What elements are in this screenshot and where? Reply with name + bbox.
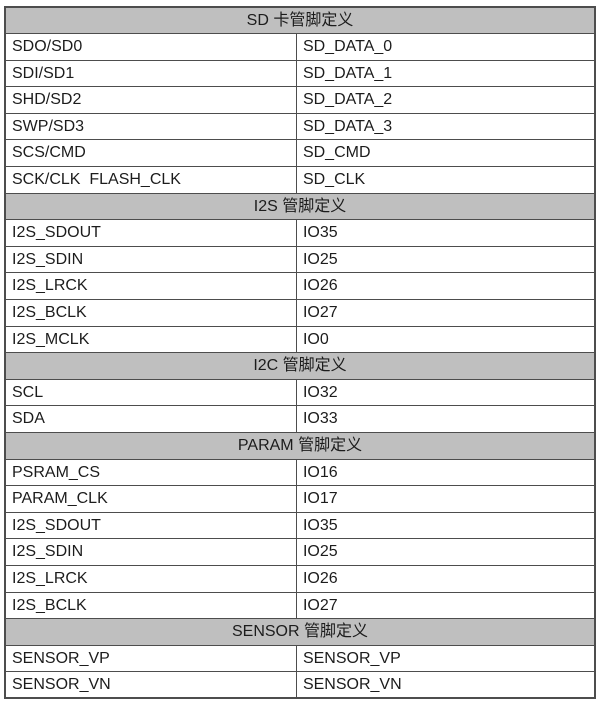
- signal-name-cell: I2S_BCLK: [4, 299, 297, 327]
- signal-name-cell: I2S_SDIN: [4, 538, 297, 566]
- signal-name-cell: I2S_LRCK: [4, 564, 297, 593]
- signal-name-cell: SENSOR_VP: [4, 644, 297, 673]
- signal-name-cell: I2S_LRCK: [4, 272, 297, 301]
- pin-row: I2S_LRCK IO26: [4, 564, 596, 593]
- signal-name-cell: I2S_SDOUT: [4, 511, 297, 540]
- section-header-row: SENSOR 管脚定义: [4, 618, 596, 646]
- signal-name-cell: SWP/SD3: [4, 112, 297, 141]
- signal-name-cell: SHD/SD2: [4, 86, 297, 114]
- section-title: SENSOR 管脚定义: [4, 618, 596, 646]
- signal-name-cell: I2S_MCLK: [4, 325, 297, 354]
- pin-row: I2S_BCLK IO27: [4, 299, 596, 327]
- pin-row: PSRAM_CS IO16: [4, 458, 596, 487]
- signal-name-cell: I2S_SDOUT: [4, 219, 297, 247]
- signal-name-cell: I2S_SDIN: [4, 245, 297, 274]
- pin-assignment-cell: IO25: [295, 538, 596, 566]
- pin-assignment-cell: IO32: [295, 378, 596, 407]
- pin-row: SENSOR_VN SENSOR_VN: [4, 671, 596, 699]
- section-title: I2S 管脚定义: [4, 192, 596, 221]
- signal-name-cell: SDA: [4, 405, 297, 433]
- pin-assignment-cell: SENSOR_VP: [295, 644, 596, 673]
- section-header-row: I2S 管脚定义: [4, 192, 596, 221]
- pin-assignment-cell: IO25: [295, 245, 596, 274]
- pin-assignment-cell: IO16: [295, 458, 596, 487]
- pin-row: I2S_MCLK IO0: [4, 325, 596, 354]
- pin-assignment-cell: SD_DATA_0: [295, 33, 596, 61]
- pin-assignment-cell: SD_DATA_3: [295, 112, 596, 141]
- signal-name-cell: SCK/CLK FLASH_CLK: [4, 166, 297, 194]
- section-title: PARAM 管脚定义: [4, 432, 596, 460]
- pin-definition-table: SD 卡管脚定义 SDO/SD0 SD_DATA_0 SDI/SD1 SD_DATA_1…: [4, 6, 596, 700]
- pin-assignment-cell: IO17: [295, 485, 596, 513]
- pin-row: SWP/SD3 SD_DATA_3: [4, 112, 596, 141]
- pin-row: I2S_LRCK IO26: [4, 272, 596, 301]
- pin-row: I2S_SDIN IO25: [4, 245, 596, 274]
- section-header-row: PARAM 管脚定义: [4, 432, 596, 460]
- pin-row: SENSOR_VP SENSOR_VP: [4, 644, 596, 673]
- pin-assignment-cell: IO0: [295, 325, 596, 354]
- pin-assignment-cell: IO26: [295, 564, 596, 593]
- signal-name-cell: SCL: [4, 378, 297, 407]
- pin-table-body: SD 卡管脚定义 SDO/SD0 SD_DATA_0 SDI/SD1 SD_DATA_1…: [4, 6, 596, 699]
- pin-row: I2S_SDIN IO25: [4, 538, 596, 566]
- section-title: I2C 管脚定义: [4, 352, 596, 380]
- pin-assignment-cell: SENSOR_VN: [295, 671, 596, 699]
- pin-assignment-cell: IO35: [295, 219, 596, 247]
- pin-row: I2S_SDOUT IO35: [4, 219, 596, 247]
- pin-row: SHD/SD2 SD_DATA_2: [4, 86, 596, 114]
- pin-assignment-cell: SD_CMD: [295, 139, 596, 168]
- signal-name-cell: SDI/SD1: [4, 59, 297, 88]
- pin-assignment-cell: SD_DATA_1: [295, 59, 596, 88]
- section-header-row: SD 卡管脚定义: [4, 6, 596, 35]
- pin-assignment-cell: SD_CLK: [295, 166, 596, 194]
- signal-name-cell: SDO/SD0: [4, 33, 297, 61]
- section-header-row: I2C 管脚定义: [4, 352, 596, 380]
- signal-name-cell: I2S_BCLK: [4, 591, 297, 620]
- pin-row: SDI/SD1 SD_DATA_1: [4, 59, 596, 88]
- pin-row: PARAM_CLK IO17: [4, 485, 596, 513]
- signal-name-cell: SENSOR_VN: [4, 671, 297, 699]
- pin-row: SCL IO32: [4, 378, 596, 407]
- pin-assignment-cell: SD_DATA_2: [295, 86, 596, 114]
- signal-name-cell: SCS/CMD: [4, 139, 297, 168]
- pin-row: SDO/SD0 SD_DATA_0: [4, 33, 596, 61]
- pin-row: SCS/CMD SD_CMD: [4, 139, 596, 168]
- signal-name-cell: PSRAM_CS: [4, 458, 297, 487]
- pin-row: SDA IO33: [4, 405, 596, 433]
- pin-assignment-cell: IO26: [295, 272, 596, 301]
- signal-name-cell: PARAM_CLK: [4, 485, 297, 513]
- section-title: SD 卡管脚定义: [4, 6, 596, 35]
- pin-row: I2S_BCLK IO27: [4, 591, 596, 620]
- pin-assignment-cell: IO35: [295, 511, 596, 540]
- pin-row: I2S_SDOUT IO35: [4, 511, 596, 540]
- pin-row: SCK/CLK FLASH_CLK SD_CLK: [4, 166, 596, 194]
- pin-assignment-cell: IO27: [295, 591, 596, 620]
- pin-assignment-cell: IO33: [295, 405, 596, 433]
- pin-assignment-cell: IO27: [295, 299, 596, 327]
